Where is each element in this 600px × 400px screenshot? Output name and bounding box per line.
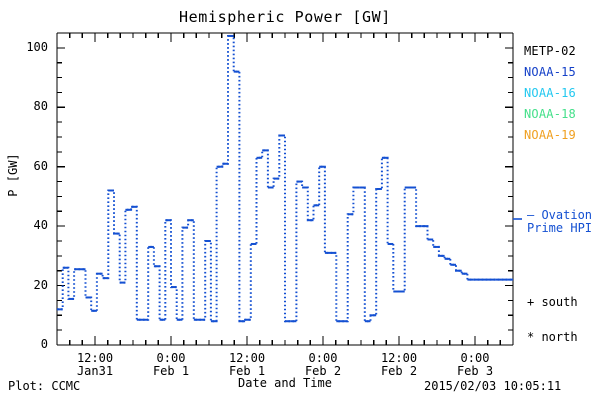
x-tick-date: Feb 3 — [456, 364, 494, 378]
legend-item-metp-02: METP-02 — [524, 44, 576, 58]
x-axis-ticks — [56, 33, 514, 345]
x-tick-label: 0:00 Feb 1 — [131, 352, 211, 378]
ovation-note-line2: Prime HPI — [527, 221, 593, 235]
y-tick-label: 40 — [33, 218, 48, 233]
south-note: + south — [527, 296, 578, 309]
y-tick-label: 100 — [26, 39, 48, 54]
legend-item-noaa-19: NOAA-19 — [524, 128, 576, 142]
x-tick-label: 12:00 Jan31 — [55, 352, 135, 378]
x-tick-label: 0:00 Feb 3 — [435, 352, 515, 378]
y-axis-ticks — [57, 47, 513, 346]
x-tick-date: Feb 1 — [152, 364, 190, 378]
legend-item-noaa-16: NOAA-16 — [524, 86, 576, 100]
y-tick-label: 20 — [33, 277, 48, 292]
south-note-line1: + south — [527, 295, 578, 309]
data-series-group — [57, 34, 513, 323]
x-tick-date: Feb 2 — [304, 364, 342, 378]
y-tick-label: 60 — [33, 158, 48, 173]
x-tick-label: 12:00 Feb 1 — [207, 352, 287, 378]
data-series-line — [57, 35, 513, 323]
chart-title: Hemispheric Power [GW] — [179, 8, 391, 26]
x-tick-date: Feb 2 — [380, 364, 418, 378]
north-note-line1: * north — [527, 330, 578, 344]
ovation-note-line1: — Ovation — [527, 208, 593, 222]
x-tick-time: 12:00 — [380, 351, 418, 365]
x-tick-time: 12:00 — [76, 351, 114, 365]
generation-timestamp: 2015/02/03 10:05:11 — [424, 379, 562, 393]
plot-credit: Plot: CCMC — [8, 379, 81, 393]
ovation-note: — Ovation Prime HPI — [527, 209, 592, 235]
x-tick-time: 12:00 — [228, 351, 266, 365]
y-tick-label: 0 — [40, 337, 48, 351]
y-tick-label: 80 — [33, 99, 48, 114]
x-tick-time: 0:00 — [308, 351, 338, 365]
x-tick-date: Jan31 — [76, 364, 114, 378]
x-axis-label: Date and Time — [238, 376, 332, 390]
x-tick-time: 0:00 — [460, 351, 490, 365]
x-tick-label: 0:00 Feb 2 — [283, 352, 363, 378]
north-note: * north — [527, 331, 578, 344]
legend-item-noaa-18: NOAA-18 — [524, 107, 576, 121]
legend-item-noaa-15: NOAA-15 — [524, 65, 576, 79]
x-tick-time: 0:00 — [156, 351, 186, 365]
x-tick-date: Feb 1 — [228, 364, 266, 378]
x-tick-label: 12:00 Feb 2 — [359, 352, 439, 378]
